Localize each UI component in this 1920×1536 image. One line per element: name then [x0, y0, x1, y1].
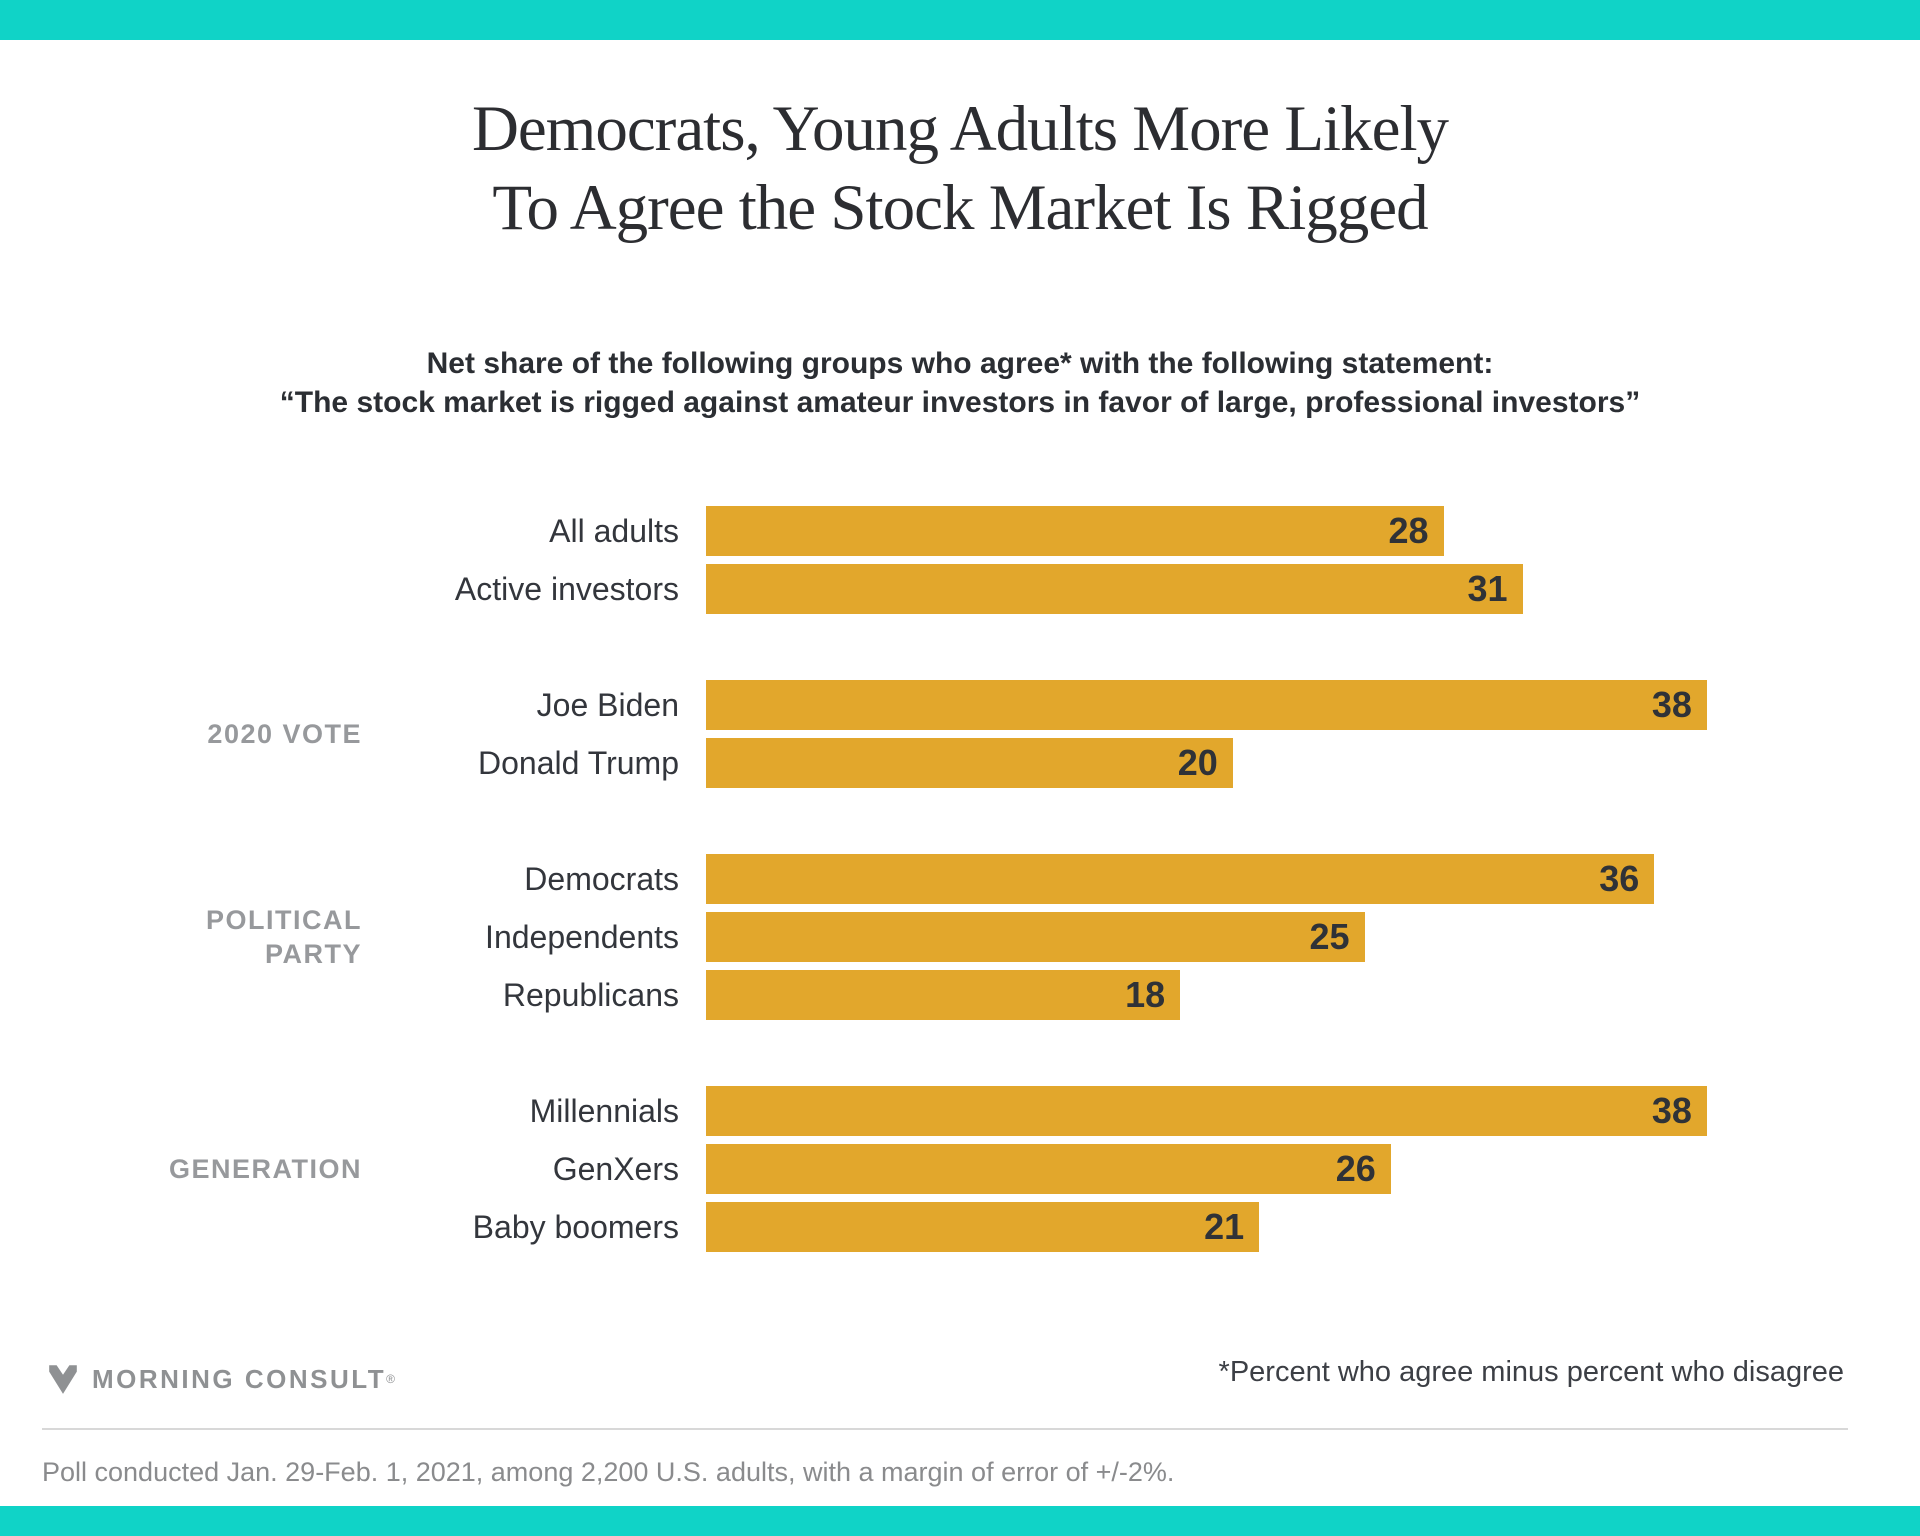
- bar: 36: [706, 854, 1655, 904]
- bar-row: Active investors 31: [0, 564, 1920, 614]
- bar: 38: [706, 680, 1707, 730]
- bar-row: Democrats 36: [0, 854, 1920, 904]
- bar-row: All adults 28: [0, 506, 1920, 556]
- asterisk-footnote: *Percent who agree minus percent who dis…: [1218, 1356, 1844, 1388]
- bar: 21: [706, 1202, 1260, 1252]
- bar: 28: [706, 506, 1444, 556]
- bar-value-label: 18: [1125, 974, 1166, 1015]
- category-label: GenXers: [552, 1150, 679, 1187]
- bar-value-label: 20: [1177, 742, 1218, 783]
- bar-row: Republicans 18: [0, 970, 1920, 1020]
- bar-row: Baby boomers 21: [0, 1202, 1920, 1252]
- methodology-note: Poll conducted Jan. 29-Feb. 1, 2021, amo…: [42, 1457, 1175, 1487]
- bar: 18: [706, 970, 1181, 1020]
- chart-subtitle: Net share of the following groups who ag…: [0, 344, 1920, 422]
- bar-value-label: 38: [1651, 684, 1692, 725]
- bar-group: POLITICAL PARTY Democrats 36 Independents 25…: [0, 854, 1920, 1020]
- bar-row: Donald Trump 20: [0, 738, 1920, 788]
- category-label: Democrats: [524, 860, 679, 897]
- footer-divider: [42, 1428, 1848, 1430]
- bar: 26: [706, 1144, 1391, 1194]
- group-label: GENERATION: [168, 1154, 362, 1184]
- bar-group: GENERATION Millennials 38 GenXers 26 Baby boo…: [0, 1086, 1920, 1252]
- bar: 38: [706, 1086, 1707, 1136]
- chart-subtitle-line2: “The stock market is rigged against amat…: [279, 386, 1641, 419]
- bar: 20: [706, 738, 1233, 788]
- category-label: Independents: [485, 918, 679, 955]
- bottom-brand-bar: [0, 1506, 1920, 1536]
- chart-title-line1: Democrats, Young Adults More Likely: [471, 93, 1449, 165]
- bar-group: All adults 28 Active investors 31: [0, 506, 1920, 614]
- group-label: 2020 VOTE: [207, 719, 362, 749]
- morning-consult-logo-text: MORNING CONSULT: [92, 1363, 387, 1394]
- registered-mark: ®: [386, 1372, 395, 1386]
- bar-value-label: 36: [1599, 858, 1640, 899]
- bar-row: Joe Biden 38: [0, 680, 1920, 730]
- bar-value-label: 26: [1335, 1148, 1376, 1189]
- chart-subtitle-line1: Net share of the following groups who ag…: [426, 347, 1494, 380]
- bar: 25: [706, 912, 1365, 962]
- category-label: Donald Trump: [478, 744, 679, 781]
- bar-value-label: 28: [1388, 510, 1429, 551]
- category-label: All adults: [549, 512, 679, 549]
- chart-title: Democrats, Young Adults More Likely To Ag…: [0, 90, 1920, 248]
- category-label: Baby boomers: [472, 1208, 679, 1245]
- category-label: Republicans: [502, 976, 679, 1013]
- morning-consult-logo-mark-icon: [49, 1365, 77, 1394]
- chart-title-line2: To Agree the Stock Market Is Rigged: [492, 172, 1428, 244]
- bar-row: GenXers 26: [0, 1144, 1920, 1194]
- category-label: Joe Biden: [536, 686, 679, 723]
- morning-consult-logo: MORNING CONSULT ®: [46, 1362, 395, 1396]
- bar-row: Independents 25: [0, 912, 1920, 962]
- bar-value-label: 21: [1204, 1206, 1245, 1247]
- bar: 31: [706, 564, 1523, 614]
- top-brand-bar: [0, 0, 1920, 40]
- bar-group: 2020 VOTE Joe Biden 38 Donald Trump 20: [0, 680, 1920, 788]
- bar-value-label: 38: [1651, 1090, 1692, 1131]
- bar-chart: All adults 28 Active investors 31 2020 VOTE J…: [0, 506, 1920, 1318]
- bar-row: Millennials 38: [0, 1086, 1920, 1136]
- category-label: Millennials: [529, 1092, 679, 1129]
- category-label: Active investors: [454, 570, 679, 607]
- group-label: POLITICAL PARTY: [206, 905, 362, 969]
- bar-value-label: 31: [1467, 568, 1508, 609]
- bar-value-label: 25: [1309, 916, 1350, 957]
